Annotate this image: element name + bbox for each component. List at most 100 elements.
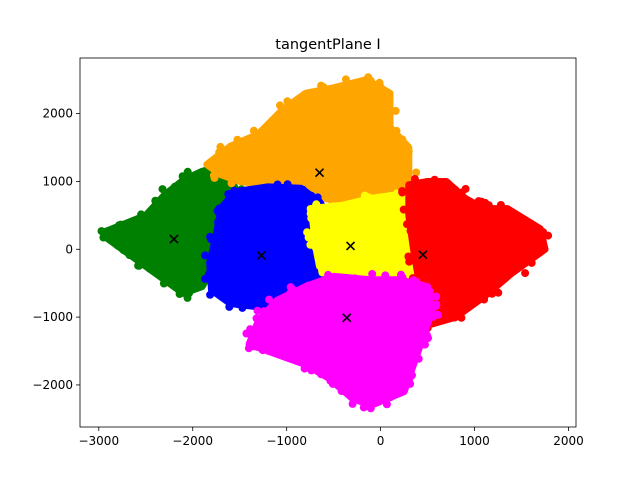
data-point: [258, 346, 267, 355]
y-tick-label: 2000: [42, 107, 73, 121]
data-point: [474, 197, 483, 206]
data-point: [276, 101, 284, 110]
data-point: [170, 182, 179, 191]
data-point: [214, 218, 222, 227]
data-point: [303, 228, 312, 237]
data-point: [276, 186, 285, 195]
data-point: [291, 352, 300, 361]
data-point: [391, 276, 400, 285]
data-point: [282, 351, 291, 360]
data-point: [175, 290, 184, 298]
data-point: [484, 201, 493, 210]
data-point: [235, 191, 244, 199]
data-point: [494, 288, 503, 297]
data-point: [115, 221, 123, 230]
data-point: [412, 277, 421, 286]
data-point: [213, 206, 222, 215]
chart-title: tangentPlane I: [275, 37, 380, 53]
data-point: [210, 165, 219, 174]
data-point: [408, 371, 416, 380]
data-point: [166, 278, 175, 287]
data-point: [413, 343, 422, 352]
data-point: [230, 196, 239, 205]
data-point: [225, 297, 234, 306]
data-point: [252, 314, 261, 323]
data-point: [259, 307, 268, 316]
data-point: [402, 370, 410, 379]
centroid-x-marker: [256, 250, 266, 260]
data-point: [392, 134, 401, 143]
data-point: [392, 126, 401, 135]
data-point: [113, 241, 122, 250]
y-tick-label: −1000: [32, 310, 73, 324]
centroid-x-marker: [169, 234, 179, 244]
data-point: [456, 309, 465, 318]
data-point: [280, 108, 289, 117]
data-point: [349, 82, 358, 91]
x-tick-label: −1000: [266, 434, 307, 448]
data-point: [366, 404, 375, 413]
x-axis: −3000 −2000 −1000 0 1000 2000: [78, 427, 584, 448]
data-point: [518, 256, 526, 265]
data-point: [216, 142, 225, 151]
data-point: [265, 295, 274, 304]
data-point: [424, 179, 433, 188]
data-point: [283, 97, 292, 106]
data-point: [229, 142, 238, 151]
data-point: [348, 399, 357, 408]
centroid-x-marker: [342, 313, 352, 323]
data-point: [359, 403, 368, 412]
data-point: [533, 226, 542, 235]
data-point: [493, 208, 502, 217]
data-point: [327, 275, 336, 284]
x-tick-label: 0: [377, 434, 385, 448]
data-point: [376, 197, 385, 206]
data-point: [306, 281, 315, 290]
data-point: [398, 135, 407, 144]
data-point: [376, 82, 385, 91]
data-point: [414, 354, 423, 363]
data-point: [408, 204, 416, 213]
data-point: [421, 340, 429, 349]
data-point: [298, 187, 307, 196]
data-point: [255, 186, 264, 195]
data-point: [391, 192, 400, 201]
data-point: [309, 90, 318, 99]
data-point: [484, 207, 493, 216]
data-point: [496, 201, 505, 209]
data-point: [399, 205, 408, 214]
data-point: [481, 289, 490, 298]
data-point: [366, 76, 375, 85]
data-point: [206, 232, 215, 241]
data-point: [219, 169, 227, 178]
data-point: [119, 246, 128, 255]
data-point: [158, 185, 167, 194]
data-point: [424, 334, 432, 343]
data-point: [233, 135, 242, 144]
data-point: [208, 282, 217, 291]
data-point: [201, 274, 210, 283]
data-point: [511, 211, 520, 220]
data-point: [242, 177, 251, 186]
cluster-4: [398, 175, 553, 333]
data-point: [135, 261, 143, 270]
data-point: [315, 250, 324, 259]
data-point: [317, 265, 326, 274]
data-point: [398, 273, 407, 282]
x-tick-label: −2000: [172, 434, 213, 448]
centroid-x-marker: [345, 241, 356, 251]
y-axis: −2000 −1000 0 1000 2000: [32, 107, 80, 392]
data-point: [410, 221, 419, 230]
data-point: [159, 279, 168, 288]
data-point: [237, 300, 246, 309]
data-point: [315, 222, 324, 231]
data-point: [300, 364, 309, 373]
data-point: [313, 214, 322, 222]
data-point: [406, 379, 415, 388]
data-point: [451, 185, 460, 194]
y-tick-label: 1000: [42, 174, 73, 188]
data-point: [415, 237, 424, 246]
data-point: [410, 175, 419, 183]
data-point: [311, 242, 320, 251]
